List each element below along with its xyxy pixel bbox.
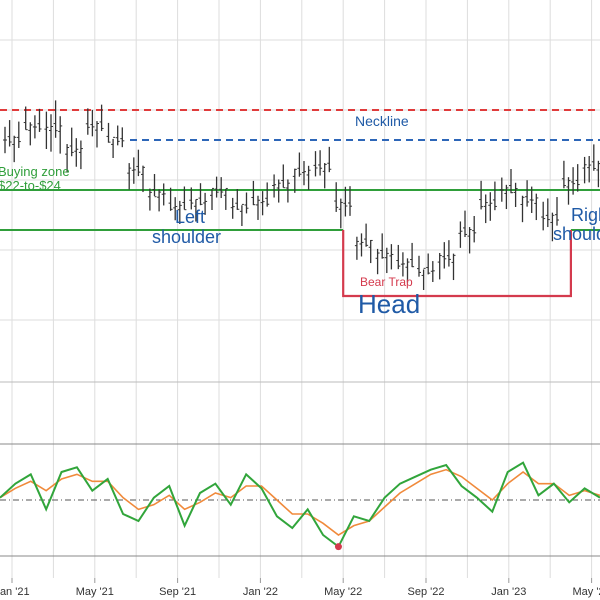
- x-tick-label: May '21: [76, 586, 114, 598]
- x-tick-label: May '23: [573, 586, 600, 598]
- neckline-label: Neckline: [355, 113, 409, 129]
- x-tick-label: Jan '22: [243, 586, 278, 598]
- oscillator-low-marker: [334, 543, 342, 551]
- price-bars: [3, 100, 600, 290]
- x-tick-label: Sep '21: [159, 586, 196, 598]
- head-label: Head: [358, 289, 420, 319]
- oscillator-slow-line: [0, 468, 600, 536]
- bear-trap-layer: [342, 230, 573, 298]
- oscillator-layer: [0, 461, 600, 551]
- buying-zone-label: Buying zone: [0, 164, 70, 179]
- buying-zone-range-label: $22-to-$24: [0, 178, 61, 193]
- grid-layer: [0, 0, 600, 578]
- left-shoulder-label-2: shoulder: [152, 227, 221, 247]
- x-tick-label: Jan '21: [0, 586, 30, 598]
- x-tick-label: May '22: [324, 586, 362, 598]
- bear-trap-label: Bear Trap: [360, 275, 413, 289]
- right-shoulder-label: Right: [571, 205, 600, 225]
- left-shoulder-label: Left: [175, 207, 205, 227]
- x-axis-ticks: Jan '21 May '21 Sep '21 Jan '22 May '22 Sep '…: [0, 578, 600, 598]
- x-tick-label: Jan '23: [491, 586, 526, 598]
- right-shoulder-label-2: shoulder: [553, 224, 600, 244]
- oscillator-fast-line: [0, 461, 600, 549]
- x-tick-label: Sep '22: [408, 586, 445, 598]
- bear-trap-bracket: [342, 230, 573, 298]
